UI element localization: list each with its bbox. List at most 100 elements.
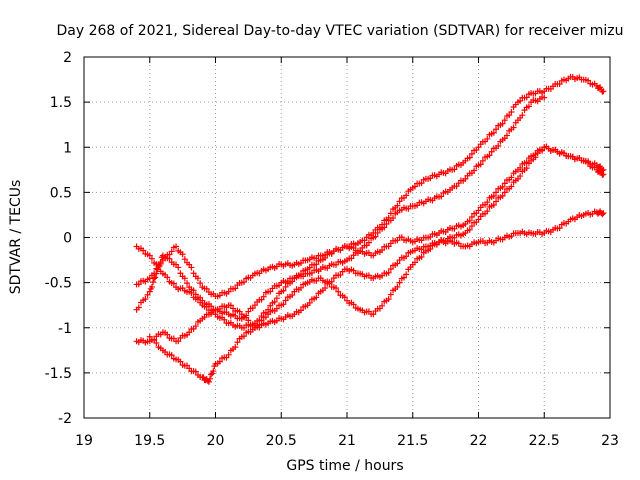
data-point <box>600 171 607 178</box>
interp-marker <box>490 192 497 199</box>
interp-marker <box>280 301 287 308</box>
y-tick-label: 1 <box>63 140 72 156</box>
x-tick-label: 22.5 <box>529 433 560 449</box>
interp-marker <box>208 310 215 317</box>
y-tick-label: 0 <box>63 231 72 247</box>
interp-marker <box>517 164 524 171</box>
interp-marker <box>240 333 247 340</box>
interp-marker <box>490 201 497 208</box>
interp-marker <box>155 263 162 270</box>
interp-marker <box>273 295 280 302</box>
interp-marker <box>585 77 592 84</box>
interp-marker <box>306 299 313 306</box>
interp-marker <box>495 142 502 149</box>
interp-marker <box>466 217 473 224</box>
interp-marker <box>289 278 296 285</box>
interp-marker <box>135 304 142 311</box>
interp-marker <box>484 135 491 142</box>
interp-marker <box>140 247 147 254</box>
interp-marker <box>322 284 329 291</box>
interp-marker <box>177 270 184 277</box>
data-point <box>475 144 482 151</box>
interp-marker <box>490 129 497 136</box>
interp-marker <box>438 193 445 200</box>
data-point <box>225 351 232 358</box>
interp-marker <box>585 159 592 166</box>
interp-marker <box>468 223 475 230</box>
interp-marker <box>152 274 159 281</box>
interp-marker <box>499 192 506 199</box>
interp-marker <box>517 97 524 104</box>
interp-marker <box>188 264 195 271</box>
interp-marker <box>313 261 320 268</box>
interp-marker <box>387 266 394 273</box>
interp-marker <box>197 280 204 287</box>
interp-marker <box>245 317 252 324</box>
data-point <box>600 88 607 95</box>
interp-marker <box>411 259 418 266</box>
x-tick-label: 23 <box>601 433 619 449</box>
interp-marker <box>148 283 155 290</box>
interp-marker <box>208 371 215 378</box>
interp-marker <box>381 224 388 231</box>
data-point <box>475 216 482 223</box>
interp-marker <box>175 264 182 271</box>
data-markers <box>133 73 607 385</box>
data-point <box>383 220 390 227</box>
interp-marker <box>508 174 515 181</box>
interp-marker <box>403 253 410 260</box>
interp-marker <box>142 295 149 302</box>
series-track-2 <box>133 94 548 322</box>
interp-marker <box>188 290 195 297</box>
interp-marker <box>297 307 304 314</box>
interp-marker <box>221 316 228 323</box>
interp-marker <box>477 161 484 168</box>
data-point <box>186 329 193 336</box>
interp-marker <box>194 296 201 303</box>
interp-marker <box>484 208 491 215</box>
data-point <box>488 148 495 155</box>
interp-marker <box>232 344 239 351</box>
interp-marker <box>350 301 357 308</box>
interp-marker <box>168 352 175 359</box>
interp-marker <box>194 275 201 282</box>
interp-marker <box>179 251 186 258</box>
interp-marker <box>400 274 407 281</box>
interp-marker <box>556 81 563 88</box>
data-point <box>600 210 607 217</box>
y-tick-label: -2 <box>58 411 72 427</box>
interp-marker <box>273 305 280 312</box>
data-point <box>501 180 508 187</box>
interp-marker <box>385 269 392 276</box>
interp-marker <box>508 109 515 116</box>
interp-marker <box>280 287 287 294</box>
interp-marker <box>523 94 530 101</box>
data-point <box>541 94 548 101</box>
interp-marker <box>348 255 355 262</box>
data-point <box>462 175 469 182</box>
interp-marker <box>282 283 289 290</box>
interp-marker <box>148 255 155 262</box>
interp-marker <box>493 198 500 205</box>
data-point <box>205 378 212 385</box>
x-tick-label: 20.5 <box>266 433 297 449</box>
interp-marker <box>403 271 410 278</box>
interp-marker <box>365 239 372 246</box>
y-tick-label: 0.5 <box>50 185 72 201</box>
y-tick-label: -1.5 <box>45 366 72 382</box>
interp-marker <box>203 285 210 292</box>
x-tick-label: 19 <box>75 433 93 449</box>
interp-marker <box>234 339 241 346</box>
interp-marker <box>150 279 157 286</box>
interp-marker <box>260 293 267 300</box>
interp-marker <box>471 167 478 174</box>
data-point <box>370 311 377 318</box>
series-track-1 <box>133 73 607 300</box>
interp-marker <box>177 358 184 365</box>
interp-marker <box>227 302 234 309</box>
interp-marker <box>484 199 491 206</box>
interp-marker <box>385 296 392 303</box>
interp-marker <box>387 291 394 298</box>
interp-marker <box>394 283 401 290</box>
interp-marker <box>271 298 278 305</box>
